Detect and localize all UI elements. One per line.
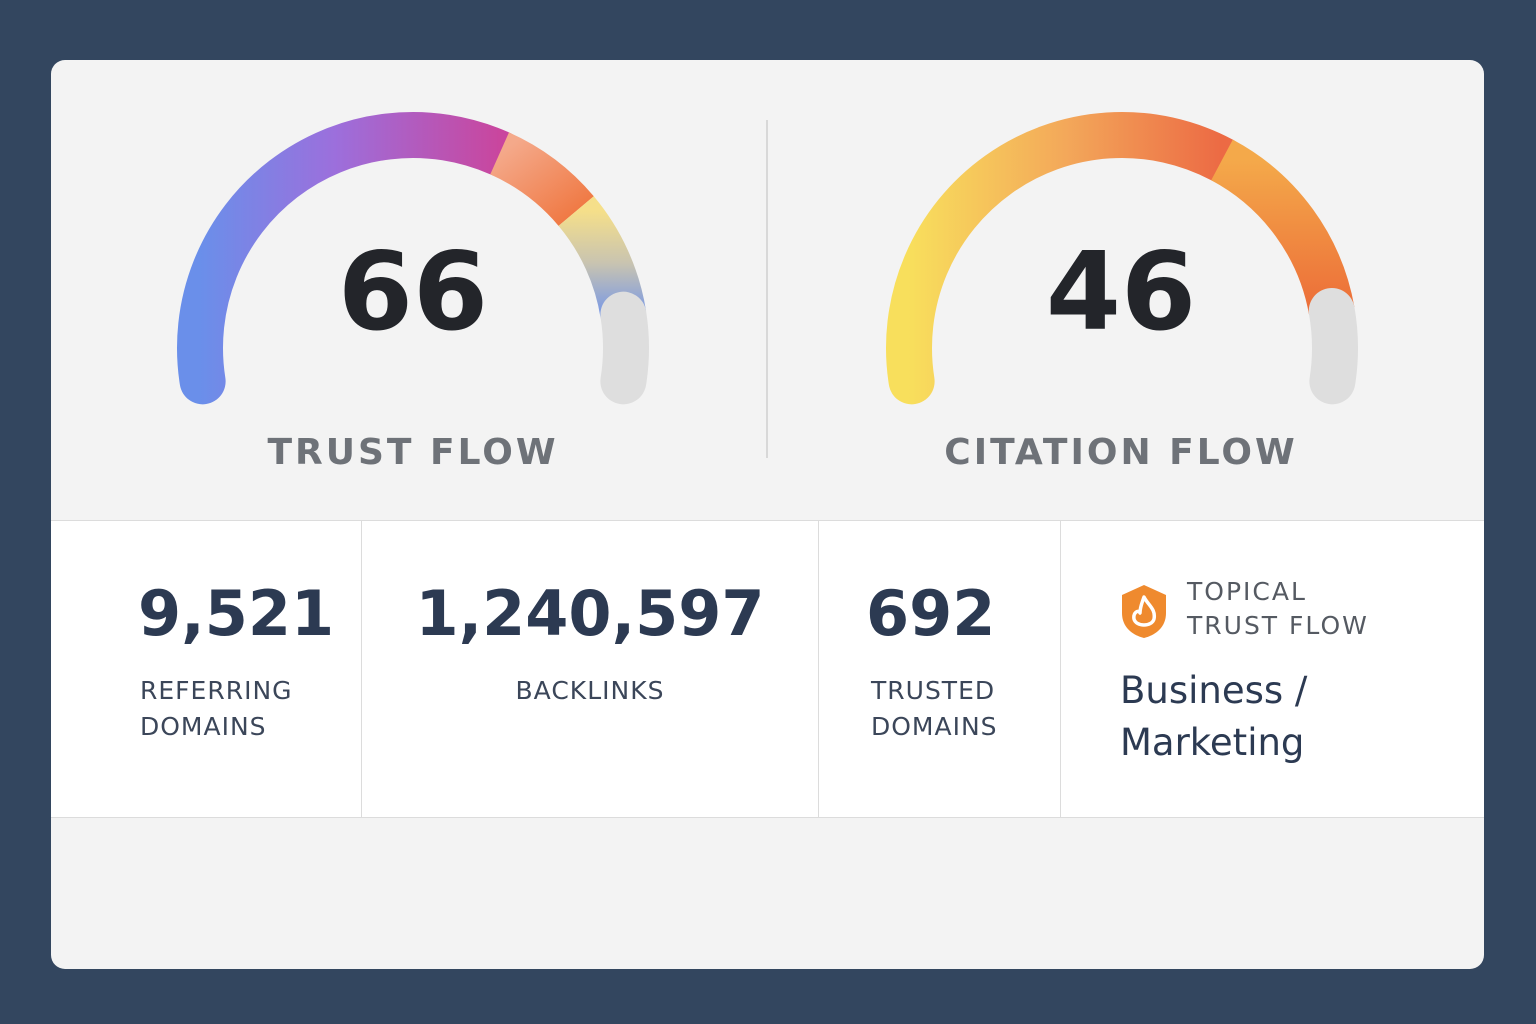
gauge-arc	[1210, 139, 1355, 316]
gauge-arc	[600, 291, 649, 405]
stats-row: 9,521 REFERRING DOMAINS 1,240,597 BACKLI…	[51, 520, 1484, 818]
gauge-arcs	[177, 112, 1358, 405]
stat-value: 692	[866, 577, 996, 650]
topical-title: TOPICAL TRUST FLOW	[1187, 577, 1369, 640]
gauge-arc	[1308, 288, 1358, 405]
topical-cell: TOPICAL TRUST FLOW Business / Marketing	[1060, 521, 1484, 817]
dashboard-card: 66 TRUST FLOW 46 CITATION FLOW 9,521 REF…	[51, 60, 1484, 969]
gauge-value: 66	[337, 230, 489, 355]
stat-value: 9,521	[138, 577, 335, 650]
gauges	[177, 112, 1358, 458]
topical-icon	[1122, 585, 1166, 638]
stat-cell: 9,521 REFERRING DOMAINS	[51, 521, 361, 817]
gauge-value: 46	[1045, 230, 1197, 355]
stat-label: BACKLINKS	[515, 676, 665, 705]
gauge-label: TRUST FLOW	[267, 432, 559, 473]
gauge-arc	[489, 132, 594, 227]
stat-cell: 692 TRUSTED DOMAINS	[818, 521, 1060, 817]
stat-cell: 1,240,597 BACKLINKS	[361, 521, 818, 817]
gauge-arc	[177, 112, 523, 405]
stat-value: 1,240,597	[415, 577, 765, 650]
stat-label: REFERRING DOMAINS	[140, 676, 293, 741]
topical-value: Business / Marketing	[1120, 669, 1308, 764]
gauge-arc	[886, 112, 1245, 405]
stat-label: TRUSTED DOMAINS	[871, 676, 998, 741]
gauge-label: CITATION FLOW	[944, 432, 1298, 473]
